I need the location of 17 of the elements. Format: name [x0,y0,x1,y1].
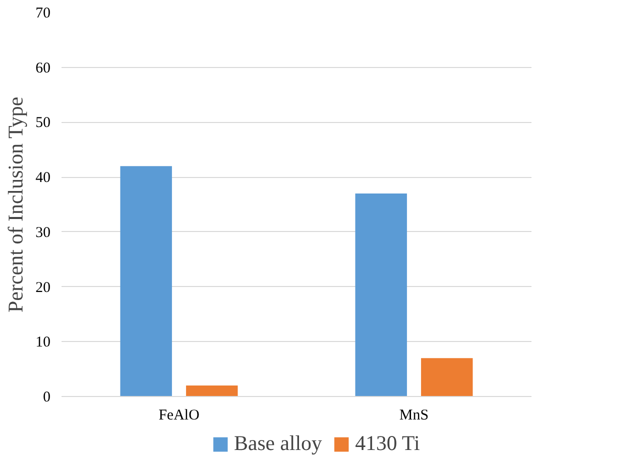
bar [421,358,473,396]
legend-label: Base alloy [234,431,322,456]
y-tick-label: 50 [36,115,50,132]
y-tick-label: 70 [36,6,50,22]
legend-label: 4130 Ti [355,431,420,456]
bar [355,194,407,396]
y-tick-label: 10 [36,334,50,351]
y-tick-label: 20 [36,280,50,296]
y-axis-title: Percent of Inclusion Type [4,96,28,313]
y-tick-label: 30 [36,224,50,241]
y-tick-label: 0 [43,390,50,406]
bar [186,386,238,396]
x-tick-label: FeAlO [158,408,200,424]
y-tick-label: 60 [36,60,50,76]
x-tick-label: MnS [399,408,429,424]
bar [120,166,172,396]
y-tick-label: 40 [36,170,50,186]
